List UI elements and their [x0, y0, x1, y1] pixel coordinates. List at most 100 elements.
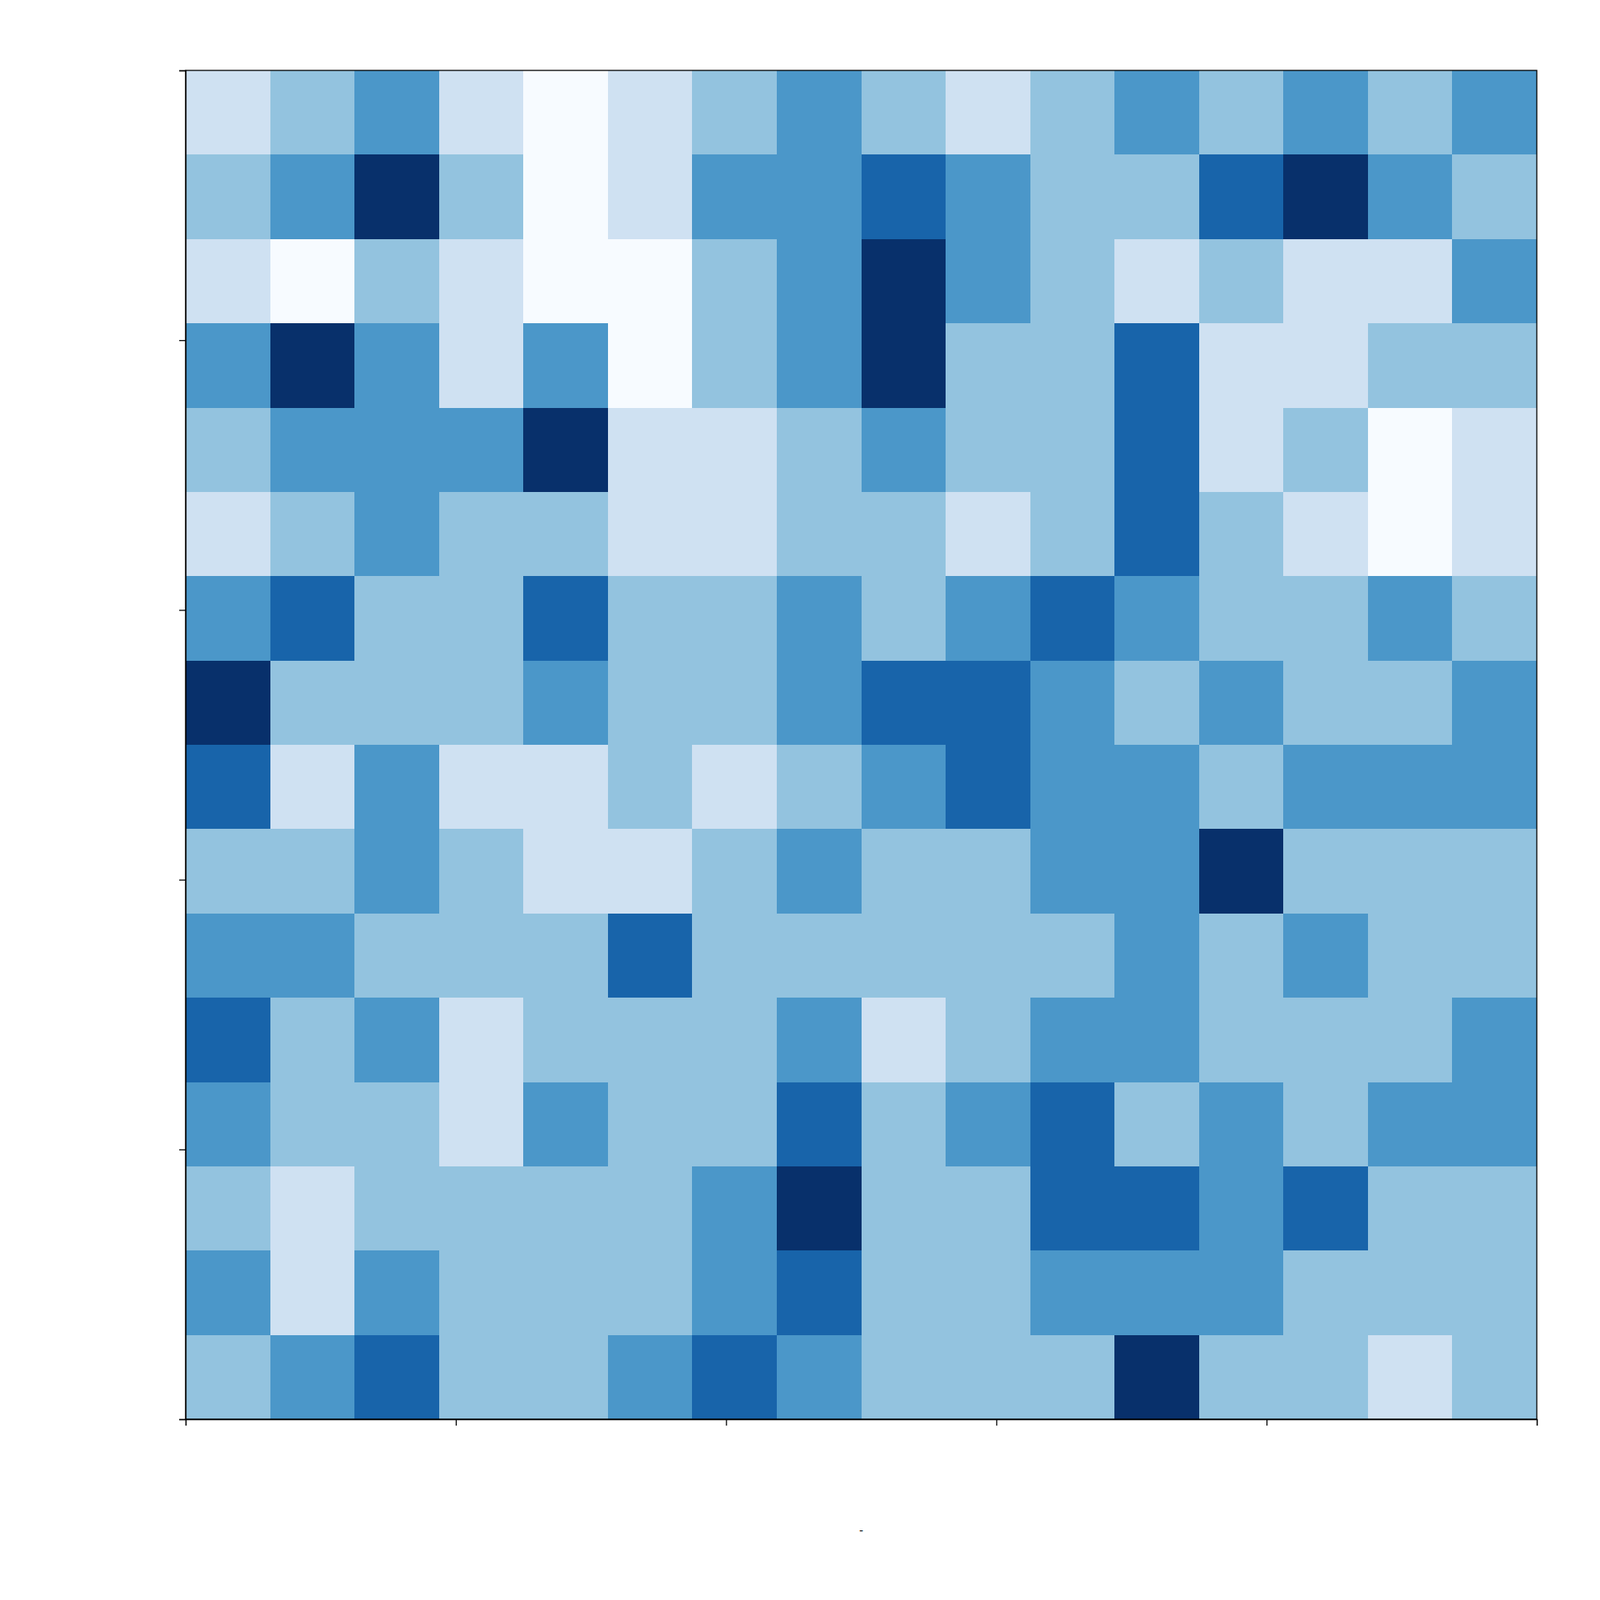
- cell: [1199, 1250, 1284, 1336]
- cell: [608, 744, 693, 830]
- cell: [1452, 913, 1537, 999]
- cell: [776, 828, 862, 914]
- cell: [1368, 660, 1453, 746]
- cell: [1114, 239, 1200, 324]
- cell: [861, 744, 947, 830]
- cell: [354, 408, 440, 493]
- cell: [185, 828, 271, 914]
- cell: [1283, 660, 1368, 746]
- cell: [1368, 239, 1453, 324]
- cell: [692, 576, 777, 661]
- cell: [270, 744, 356, 830]
- cell: [1030, 1250, 1116, 1336]
- cell: [608, 1082, 693, 1168]
- cell: [1283, 492, 1368, 577]
- cell: [776, 744, 862, 830]
- cell: [776, 1250, 862, 1336]
- cell: [776, 997, 862, 1083]
- cell: [692, 913, 777, 999]
- cell: [439, 492, 524, 577]
- cell: [945, 1250, 1031, 1336]
- cell: [945, 1335, 1031, 1420]
- cell: [354, 1335, 440, 1420]
- cell: [1283, 828, 1368, 914]
- cell: [439, 1082, 524, 1168]
- cell: [1283, 1335, 1368, 1420]
- x-tick: [1266, 1419, 1268, 1426]
- cell: [1114, 1166, 1200, 1252]
- cell: [692, 660, 777, 746]
- cell: [1199, 1166, 1284, 1252]
- cell: [1030, 1166, 1116, 1252]
- cell: [439, 239, 524, 324]
- cell: [945, 1082, 1031, 1168]
- cell: [1030, 997, 1116, 1083]
- cell: [354, 70, 440, 156]
- cell: [608, 828, 693, 914]
- cell: [523, 1082, 608, 1168]
- cell: [1368, 1082, 1453, 1168]
- cell: [945, 154, 1031, 240]
- cell: [1114, 744, 1200, 830]
- cell: [439, 408, 524, 493]
- cell: [776, 323, 862, 408]
- y-tick: [179, 340, 186, 341]
- cell: [1114, 408, 1200, 493]
- cell: [185, 1335, 271, 1420]
- cell: [1452, 492, 1537, 577]
- cell: [861, 70, 947, 156]
- cell: [523, 744, 608, 830]
- cell: [439, 1166, 524, 1252]
- cell: [1199, 828, 1284, 914]
- cell: [439, 70, 524, 156]
- cell: [1452, 323, 1537, 408]
- cell: [692, 744, 777, 830]
- cell: [1452, 744, 1537, 830]
- cell: [1199, 1082, 1284, 1168]
- cell: [439, 997, 524, 1083]
- cell: [523, 1250, 608, 1336]
- cell: [439, 1250, 524, 1336]
- x-tick: [456, 1419, 457, 1426]
- cell: [523, 828, 608, 914]
- y-tick: [179, 1149, 186, 1151]
- y-tick: [179, 70, 186, 72]
- cell: [1114, 154, 1200, 240]
- cell: [1114, 323, 1200, 408]
- cell: [270, 1082, 356, 1168]
- cell: [1452, 997, 1537, 1083]
- cell: [692, 1250, 777, 1336]
- cell: [692, 70, 777, 156]
- cell: [608, 913, 693, 999]
- cell: [1114, 70, 1200, 156]
- cell: [608, 323, 693, 408]
- x-tick-mark: [996, 1419, 997, 1426]
- cell: [185, 70, 271, 156]
- cell: [608, 408, 693, 493]
- cell: [439, 744, 524, 830]
- cell: [354, 576, 440, 661]
- cell: [1114, 576, 1200, 661]
- cell: [692, 1166, 777, 1252]
- cell: [354, 1250, 440, 1336]
- cell: [1030, 323, 1116, 408]
- cell: [270, 154, 356, 240]
- cell: [270, 997, 356, 1083]
- cell: [185, 154, 271, 240]
- cell: [354, 323, 440, 408]
- x-tick-mark: [185, 1419, 187, 1426]
- cell: [1283, 913, 1368, 999]
- cell: [861, 1335, 947, 1420]
- y-axis: [179, 71, 187, 1420]
- cell: [523, 154, 608, 240]
- cells: [185, 70, 1537, 1420]
- cell: [1114, 913, 1200, 999]
- cell: [692, 239, 777, 324]
- cell: [523, 576, 608, 661]
- cell: [945, 576, 1031, 661]
- cell: [692, 828, 777, 914]
- cell: [1368, 744, 1453, 830]
- cell: [776, 492, 862, 577]
- cell: [439, 576, 524, 661]
- cell: [1452, 408, 1537, 493]
